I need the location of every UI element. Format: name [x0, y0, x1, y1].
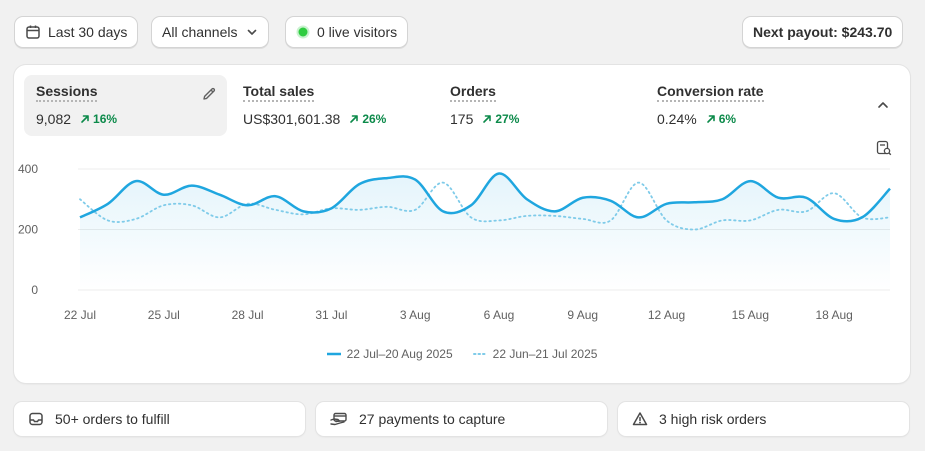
y-tick-label: 400 — [18, 162, 38, 176]
payout-label: Next payout: $243.70 — [753, 24, 893, 40]
metric-label: Total sales — [243, 83, 315, 102]
x-tick-label: 6 Aug — [484, 308, 515, 322]
live-dot-icon — [296, 25, 310, 39]
metric-value: 0.24% — [657, 111, 697, 127]
y-tick-label: 200 — [18, 223, 38, 237]
metric-value: US$301,601.38 — [243, 111, 341, 127]
arrow-up-right-icon — [483, 115, 492, 123]
series-previous-line — [79, 181, 891, 231]
metric-value: 175 — [450, 111, 474, 127]
payments-to-capture-label: 27 payments to capture — [359, 411, 506, 427]
y-tick-label: 0 — [31, 283, 38, 297]
delta-badge: 27% — [482, 112, 519, 126]
delta-badge: 26% — [349, 112, 386, 126]
calendar-icon — [25, 24, 41, 40]
x-tick-label: 12 Aug — [648, 308, 685, 322]
chevron-up-icon[interactable] — [876, 98, 890, 112]
x-tick-label: 18 Aug — [815, 308, 852, 322]
legend-label: 22 Jul–20 Aug 2025 — [346, 347, 453, 361]
metric-orders[interactable]: Orders 175 27% — [438, 75, 638, 137]
analytics-card: Sessions 9,082 16% Total sales US$301,60… — [14, 65, 910, 383]
chart-legend: 22 Jul–20 Aug 2025 22 Jun–21 Jul 2025 — [14, 347, 910, 361]
payout-button[interactable]: Next payout: $243.70 — [742, 16, 904, 48]
metric-total-sales[interactable]: Total sales US$301,601.38 26% — [231, 75, 431, 137]
arrow-up-right-icon — [81, 115, 89, 123]
channels-dropdown[interactable]: All channels — [151, 16, 269, 48]
card-hand-icon — [330, 411, 348, 427]
x-tick-label: 3 Aug — [400, 308, 431, 322]
metric-label: Conversion rate — [657, 83, 764, 102]
x-tick-label: 25 Jul — [148, 308, 180, 322]
chevron-down-icon — [246, 26, 258, 38]
delta-badge: 6% — [706, 112, 736, 126]
channels-label: All channels — [162, 24, 238, 40]
high-risk-orders-label: 3 high risk orders — [659, 411, 767, 427]
series-current-line — [79, 172, 891, 223]
x-tick-label: 31 Jul — [315, 308, 347, 322]
arrow-up-right-icon — [706, 115, 715, 123]
x-tick-label: 22 Jul — [64, 308, 96, 322]
legend-item-current[interactable]: 22 Jul–20 Aug 2025 — [326, 347, 453, 361]
payments-to-capture-card[interactable]: 27 payments to capture — [316, 402, 607, 436]
arrow-up-right-icon — [350, 115, 359, 123]
date-range-button[interactable]: Last 30 days — [14, 16, 139, 48]
x-tick-label: 9 Aug — [567, 308, 598, 322]
high-risk-orders-card[interactable]: 3 high risk orders — [618, 402, 909, 436]
metric-label: Sessions — [36, 83, 98, 102]
edit-pencil-icon[interactable] — [201, 86, 217, 102]
delta-badge: 16% — [80, 112, 117, 126]
inbox-icon — [28, 411, 44, 427]
orders-to-fulfill-label: 50+ orders to fulfill — [55, 411, 170, 427]
legend-item-previous[interactable]: 22 Jun–21 Jul 2025 — [472, 347, 598, 361]
metric-sessions[interactable]: Sessions 9,082 16% — [24, 75, 227, 136]
sessions-line-chart: 0 200 400 22 Jul 25 Jul 28 Jul 31 Jul 3 Aug 6 Au… — [18, 162, 891, 322]
metric-value: 9,082 — [36, 111, 72, 127]
date-range-label: Last 30 days — [48, 24, 128, 40]
x-tick-label: 15 Aug — [732, 308, 769, 322]
x-tick-label: 28 Jul — [232, 308, 264, 322]
legend-label: 22 Jun–21 Jul 2025 — [492, 347, 598, 361]
metric-conversion-rate[interactable]: Conversion rate 0.24% 6% — [645, 75, 845, 137]
data-search-icon[interactable] — [876, 140, 892, 156]
warning-icon — [632, 411, 648, 427]
live-visitors-button[interactable]: 0 live visitors — [285, 16, 409, 48]
orders-to-fulfill-card[interactable]: 50+ orders to fulfill — [14, 402, 305, 436]
metric-label: Orders — [450, 83, 496, 102]
live-visitors-label: 0 live visitors — [317, 24, 398, 40]
